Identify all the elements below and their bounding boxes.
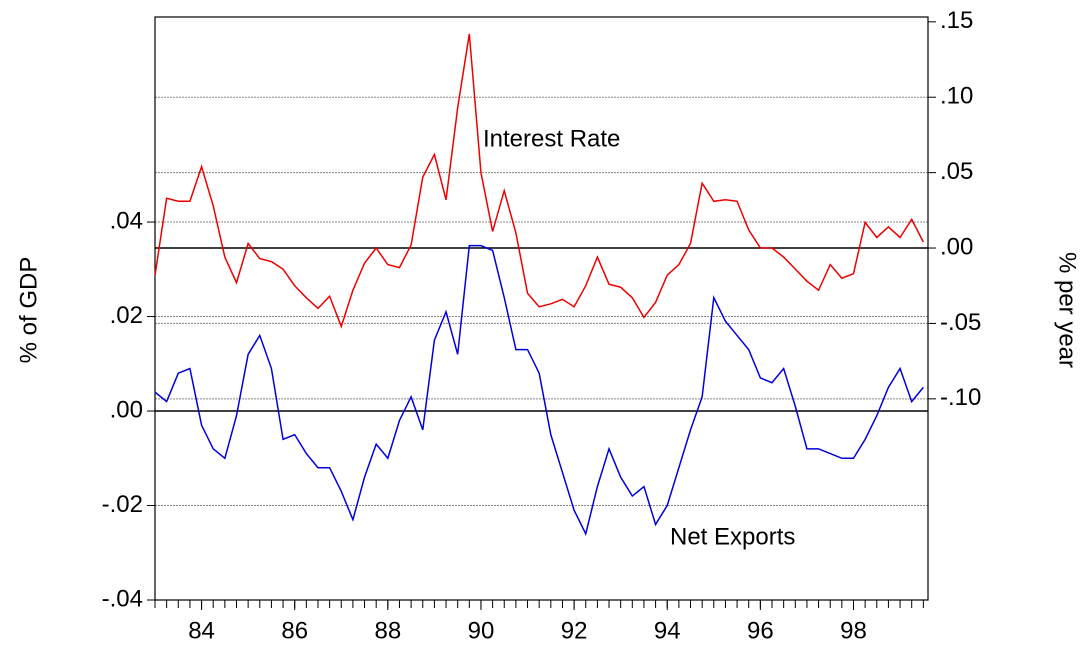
x-tick-label: 84: [188, 617, 215, 644]
y-tick-label: -.02: [102, 491, 143, 518]
y2-tick-label: -.05: [940, 309, 981, 336]
y2-tick-label: -.10: [940, 384, 981, 411]
x-tick-label: 96: [747, 617, 774, 644]
y-tick-label: -.04: [102, 585, 143, 612]
y-tick-label: .02: [110, 302, 143, 329]
y2-axis-label: % per year: [1054, 252, 1081, 368]
annotation: Interest Rate: [483, 125, 620, 152]
x-tick-label: 92: [561, 617, 588, 644]
x-tick-label: 86: [281, 617, 308, 644]
line-series: [154, 33, 925, 329]
x-tick-label: 98: [840, 617, 867, 644]
x-tick-label: 94: [654, 617, 681, 644]
y2-tick-label: .15: [940, 7, 973, 34]
y-tick-label: .00: [110, 396, 143, 423]
x-tick-label: 88: [374, 617, 401, 644]
y-axis-label: % of GDP: [15, 257, 42, 364]
annotation: Net Exports: [670, 523, 795, 550]
plot-frame: [154, 16, 929, 601]
x-tick-label: 90: [468, 617, 495, 644]
y-tick-label: .04: [110, 207, 143, 234]
line-series: [154, 244, 924, 537]
y2-tick-label: .05: [940, 158, 973, 185]
y2-tick-label: .10: [940, 83, 973, 110]
y2-tick-label: .00: [940, 233, 973, 260]
